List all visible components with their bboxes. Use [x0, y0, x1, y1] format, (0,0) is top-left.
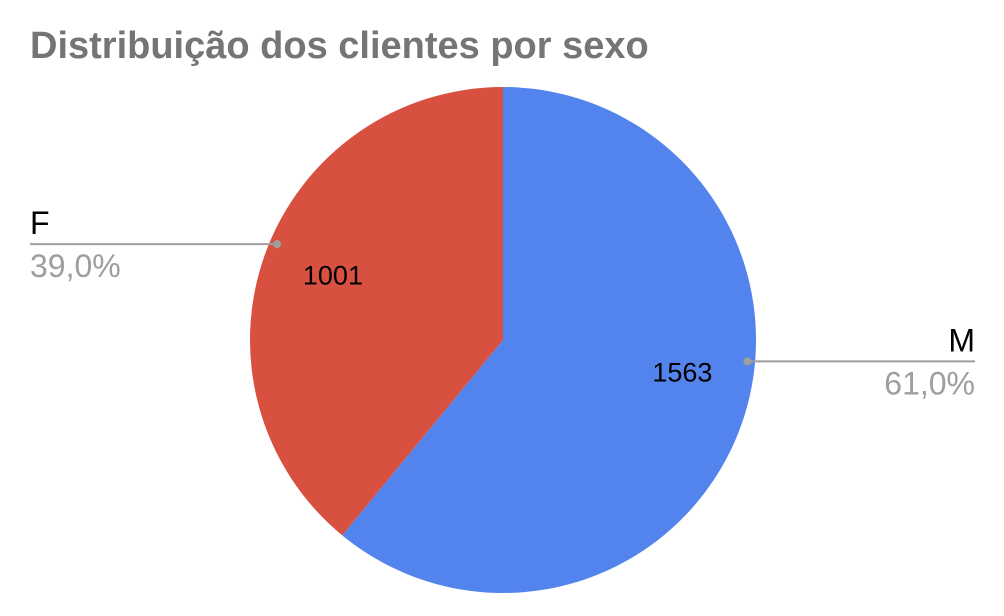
callout-name-m: M: [948, 322, 975, 358]
pie-slices: 1563 1001: [250, 87, 756, 593]
pie-slice-m: [342, 87, 756, 593]
chart-title: Distribuição dos clientes por sexo: [30, 25, 649, 67]
pie-callouts: M 61,0% F 39,0%: [30, 205, 975, 401]
pie-slice-f: [250, 87, 503, 536]
callout-percent-m: 61,0%: [884, 365, 975, 401]
callout-name-f: F: [30, 205, 50, 241]
callout-percent-f: 39,0%: [30, 248, 121, 284]
slice-value-label-f: 1001: [303, 261, 363, 291]
slice-value-label-m: 1563: [652, 358, 712, 388]
